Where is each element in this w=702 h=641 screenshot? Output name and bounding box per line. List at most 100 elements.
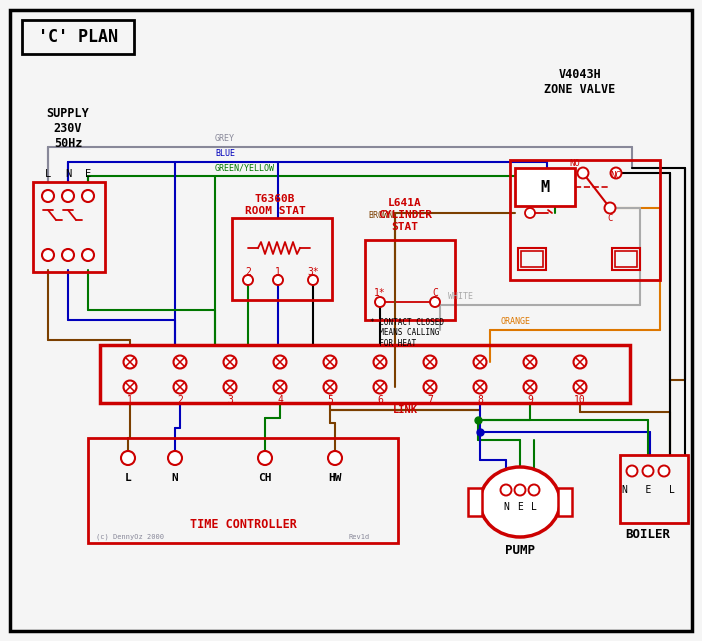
Text: M: M (541, 179, 550, 194)
Circle shape (42, 249, 54, 261)
Text: BLUE: BLUE (215, 149, 235, 158)
Circle shape (501, 485, 512, 495)
Circle shape (515, 485, 526, 495)
Text: 5: 5 (327, 395, 333, 405)
Circle shape (82, 190, 94, 202)
Text: GREEN/YELLOW: GREEN/YELLOW (215, 163, 275, 172)
Circle shape (604, 203, 616, 213)
Circle shape (223, 356, 237, 369)
Circle shape (82, 249, 94, 261)
Bar (365, 240, 455, 320)
Text: TIME CONTROLLER: TIME CONTROLLER (190, 519, 296, 531)
Text: L641A
CYLINDER
STAT: L641A CYLINDER STAT (378, 199, 432, 231)
Text: 6: 6 (377, 395, 383, 405)
Circle shape (524, 381, 536, 394)
Bar (510, 160, 660, 280)
Circle shape (324, 356, 336, 369)
Bar (521, 251, 543, 267)
Text: WHITE: WHITE (448, 292, 473, 301)
Text: 10: 10 (574, 395, 586, 405)
Circle shape (62, 249, 74, 261)
Circle shape (42, 190, 54, 202)
Circle shape (423, 381, 437, 394)
Circle shape (525, 208, 535, 218)
Circle shape (373, 381, 387, 394)
Bar (612, 248, 640, 270)
Text: E: E (85, 169, 91, 179)
Text: 9: 9 (527, 395, 533, 405)
Bar (515, 168, 575, 206)
Text: BOILER: BOILER (625, 528, 670, 542)
Bar (88, 438, 398, 543)
Circle shape (173, 356, 187, 369)
Text: NO: NO (569, 158, 581, 167)
Circle shape (324, 381, 336, 394)
Text: CH: CH (258, 473, 272, 483)
Circle shape (223, 381, 237, 394)
Circle shape (328, 451, 342, 465)
Circle shape (124, 356, 136, 369)
Text: L: L (531, 502, 537, 512)
Bar (518, 248, 546, 270)
Text: 4: 4 (277, 395, 283, 405)
Text: N   E   L: N E L (621, 485, 675, 495)
Circle shape (658, 465, 670, 476)
Circle shape (642, 465, 654, 476)
Text: BROWN: BROWN (368, 210, 393, 219)
Bar (100, 345, 630, 403)
Circle shape (124, 381, 136, 394)
Circle shape (574, 381, 586, 394)
Bar (620, 455, 688, 523)
Text: LINK: LINK (392, 405, 418, 415)
Ellipse shape (480, 467, 560, 537)
Bar (22, 20, 134, 54)
Text: N: N (171, 473, 178, 483)
Bar (232, 218, 332, 300)
Circle shape (578, 167, 588, 178)
Text: SUPPLY
230V
50Hz: SUPPLY 230V 50Hz (46, 106, 89, 149)
Text: ORANGE: ORANGE (500, 317, 530, 326)
Text: N: N (503, 502, 509, 512)
Bar (468, 488, 482, 516)
Text: (c) DennyOz 2000: (c) DennyOz 2000 (96, 534, 164, 540)
Circle shape (430, 297, 440, 307)
Text: N: N (65, 169, 71, 179)
Circle shape (529, 485, 540, 495)
Circle shape (273, 275, 283, 285)
Text: 2: 2 (245, 267, 251, 277)
Circle shape (308, 275, 318, 285)
Text: GREY: GREY (215, 134, 235, 143)
Text: 7: 7 (427, 395, 433, 405)
Text: 1*: 1* (374, 288, 386, 298)
Circle shape (626, 465, 637, 476)
Circle shape (524, 356, 536, 369)
Text: V4043H
ZONE VALVE: V4043H ZONE VALVE (544, 68, 616, 96)
Circle shape (574, 356, 586, 369)
Text: L: L (45, 169, 51, 179)
Circle shape (375, 297, 385, 307)
Text: C: C (607, 213, 613, 222)
Circle shape (173, 381, 187, 394)
Circle shape (274, 356, 286, 369)
Text: C: C (432, 288, 438, 298)
Circle shape (168, 451, 182, 465)
Circle shape (474, 356, 486, 369)
Text: 'C' PLAN: 'C' PLAN (38, 28, 118, 46)
Text: 3*: 3* (307, 267, 319, 277)
Text: 8: 8 (477, 395, 483, 405)
Text: E: E (517, 502, 523, 512)
Circle shape (423, 356, 437, 369)
Bar (33, 182, 105, 272)
Text: Rev1d: Rev1d (348, 534, 369, 540)
Bar (558, 488, 572, 516)
Text: T6360B
ROOM STAT: T6360B ROOM STAT (244, 194, 305, 216)
Circle shape (274, 381, 286, 394)
Text: PUMP: PUMP (505, 544, 535, 556)
Text: 1: 1 (127, 395, 133, 405)
Circle shape (373, 356, 387, 369)
Text: 1: 1 (275, 267, 281, 277)
Text: NC: NC (611, 171, 621, 179)
Text: L: L (125, 473, 131, 483)
Circle shape (611, 167, 621, 178)
Text: 3: 3 (227, 395, 233, 405)
